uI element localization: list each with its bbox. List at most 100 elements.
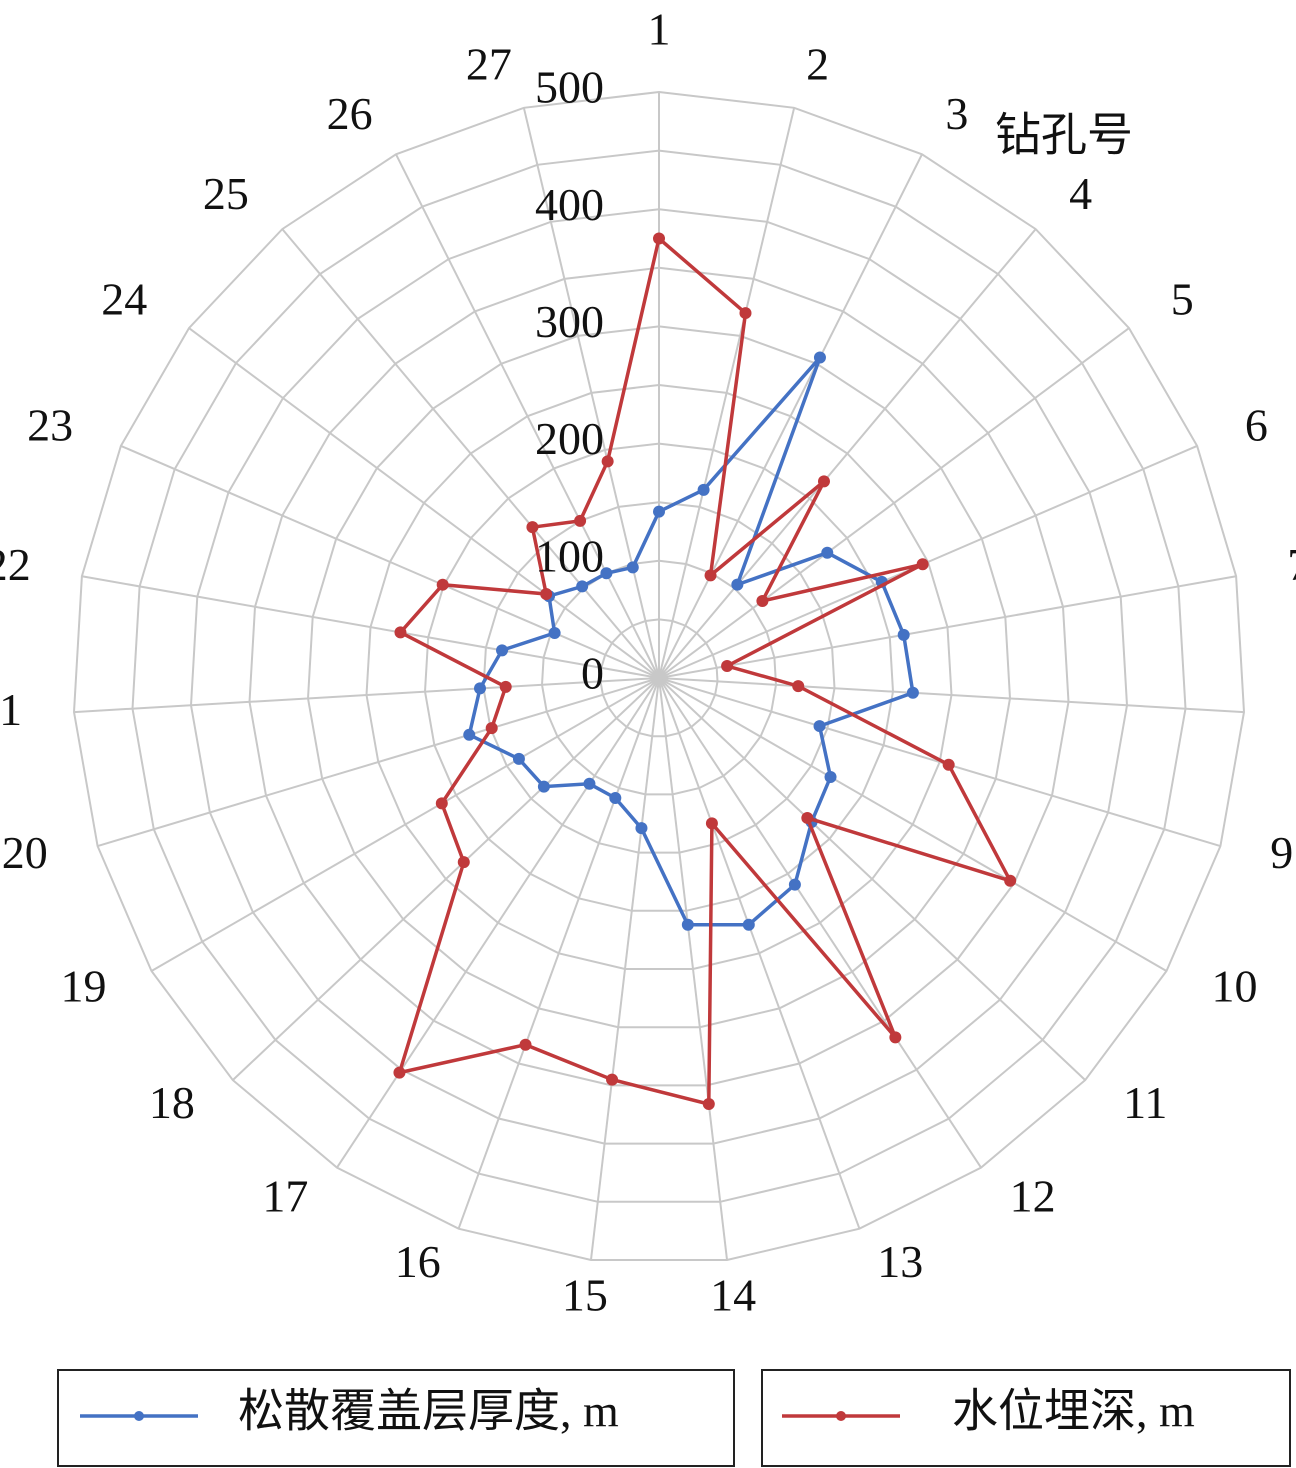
data-point bbox=[705, 817, 718, 830]
spoke bbox=[658, 575, 1237, 679]
spoke bbox=[658, 107, 796, 679]
spoke bbox=[81, 575, 660, 679]
data-point bbox=[788, 878, 801, 891]
grid-ring bbox=[131, 149, 1187, 1203]
data-point bbox=[813, 351, 826, 364]
grid-ring bbox=[599, 618, 719, 738]
data-point bbox=[916, 558, 929, 571]
data-point bbox=[393, 1066, 406, 1079]
data-point bbox=[512, 752, 525, 765]
data-point bbox=[731, 578, 744, 591]
spoke bbox=[151, 677, 660, 972]
data-point bbox=[606, 1073, 619, 1086]
data-point bbox=[889, 1031, 902, 1044]
y-tick-label: 400 bbox=[535, 179, 604, 230]
grid-ring bbox=[423, 442, 895, 912]
plot bbox=[393, 232, 1017, 1111]
category-label: 25 bbox=[203, 168, 249, 219]
category-label: 11 bbox=[1123, 1077, 1167, 1128]
category-label: 27 bbox=[466, 38, 512, 89]
data-point bbox=[540, 588, 553, 601]
category-label: 13 bbox=[877, 1236, 923, 1287]
spoke bbox=[589, 677, 660, 1261]
category-label: 23 bbox=[27, 400, 73, 451]
spoke bbox=[73, 677, 660, 714]
spoke bbox=[188, 327, 660, 679]
category-label: 7 bbox=[1287, 539, 1296, 590]
data-point bbox=[576, 580, 589, 593]
category-label: 17 bbox=[262, 1171, 308, 1222]
data-point bbox=[697, 483, 710, 496]
spoke bbox=[658, 677, 861, 1230]
grid-ring bbox=[306, 325, 1012, 1029]
data-point bbox=[600, 567, 613, 580]
data-point bbox=[473, 682, 486, 695]
spoke bbox=[658, 228, 1037, 679]
spoke bbox=[658, 677, 729, 1261]
grid-ring bbox=[540, 559, 778, 796]
spoke bbox=[457, 677, 660, 1230]
data-point bbox=[583, 777, 596, 790]
y-tick-label: 300 bbox=[535, 296, 604, 347]
legend-box bbox=[57, 1369, 735, 1467]
category-label: 9 bbox=[1270, 827, 1293, 878]
y-tick-label: 500 bbox=[535, 62, 604, 113]
data-point bbox=[742, 918, 755, 931]
data-point bbox=[653, 505, 665, 518]
grid-ring bbox=[365, 383, 953, 970]
series-line bbox=[396, 235, 1014, 1107]
grid-ring bbox=[72, 90, 1246, 1261]
spoke bbox=[658, 677, 1221, 848]
spoke bbox=[658, 677, 982, 1169]
spoke bbox=[120, 444, 660, 679]
axis-label: 钻孔号 bbox=[995, 110, 1133, 161]
data-point bbox=[485, 722, 498, 735]
data-point bbox=[704, 569, 717, 582]
data-point bbox=[942, 758, 955, 771]
spoke bbox=[395, 153, 660, 679]
grid-ring bbox=[248, 266, 1070, 1087]
data-point bbox=[548, 626, 561, 639]
category-label: 10 bbox=[1212, 961, 1258, 1012]
data-point bbox=[436, 578, 449, 591]
data-point bbox=[739, 307, 752, 320]
data-point bbox=[702, 1098, 715, 1111]
data-point bbox=[496, 644, 509, 657]
data-point bbox=[817, 475, 830, 488]
data-point bbox=[721, 659, 734, 672]
spoke bbox=[658, 677, 1245, 714]
data-point bbox=[601, 455, 614, 468]
spoke bbox=[658, 153, 923, 679]
legend-label: 水位埋深, m bbox=[952, 1386, 1195, 1437]
data-point bbox=[457, 856, 470, 869]
spoke bbox=[281, 228, 660, 679]
y-tick-label: 0 bbox=[581, 648, 604, 699]
category-label: 19 bbox=[60, 961, 106, 1012]
data-point bbox=[821, 546, 834, 559]
data-point bbox=[463, 728, 476, 741]
category-label: 24 bbox=[101, 274, 147, 325]
data-point bbox=[635, 822, 648, 835]
category-label: 22 bbox=[0, 539, 31, 590]
y-tick-label: 200 bbox=[535, 413, 604, 464]
data-point bbox=[681, 918, 694, 931]
legend-label: 松散覆盖层厚度, m bbox=[238, 1386, 619, 1437]
data-point bbox=[824, 771, 837, 784]
data-point bbox=[756, 595, 769, 608]
spoke bbox=[658, 327, 1130, 679]
spoke bbox=[658, 677, 1167, 972]
spoke bbox=[97, 677, 660, 848]
spoke bbox=[522, 107, 660, 679]
data-point bbox=[435, 797, 448, 810]
grid-ring bbox=[189, 208, 1129, 1145]
data-point bbox=[537, 780, 550, 793]
category-label: 2 bbox=[806, 38, 829, 89]
spoke bbox=[658, 677, 1086, 1081]
data-point bbox=[897, 628, 910, 641]
category-label: 5 bbox=[1171, 274, 1194, 325]
grid bbox=[72, 90, 1246, 1261]
category-label: 14 bbox=[710, 1269, 756, 1320]
legend-box bbox=[761, 1369, 1291, 1467]
spoke bbox=[336, 677, 660, 1169]
